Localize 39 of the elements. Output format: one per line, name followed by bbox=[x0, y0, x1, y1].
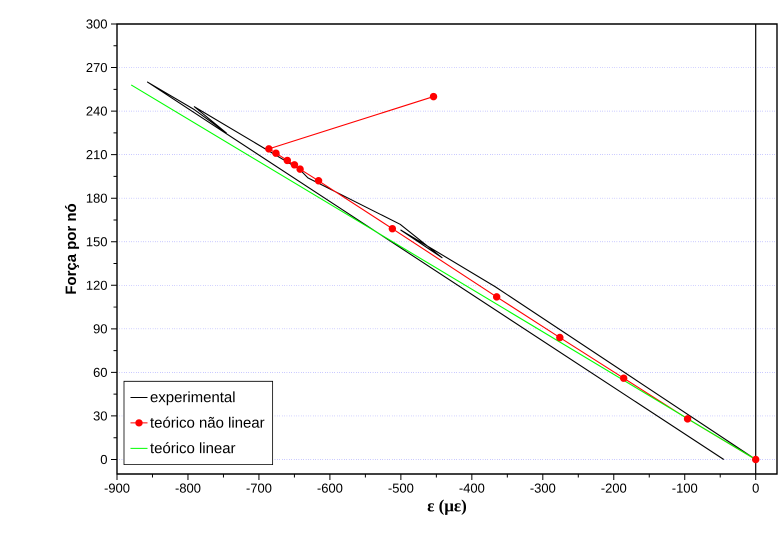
x-tick-label: -400 bbox=[459, 484, 484, 493]
x-tick-label: -900 bbox=[104, 484, 130, 493]
y-tick-label: 90 bbox=[94, 324, 107, 334]
point bbox=[265, 145, 273, 153]
x-tick-label: -100 bbox=[672, 484, 698, 493]
point bbox=[284, 156, 292, 164]
point bbox=[272, 149, 280, 157]
point bbox=[296, 165, 304, 173]
y-axis-title: Força por nó bbox=[64, 204, 80, 294]
point bbox=[752, 456, 760, 464]
point bbox=[556, 334, 564, 342]
point bbox=[430, 92, 438, 100]
point bbox=[684, 415, 692, 423]
point bbox=[290, 161, 298, 169]
y-tick-label: 0 bbox=[100, 454, 107, 464]
y-tick-label: 240 bbox=[86, 106, 107, 116]
legend-label: teórico não linear bbox=[150, 416, 264, 428]
point bbox=[620, 374, 628, 382]
x-tick-label: 0 bbox=[752, 484, 759, 493]
y-tick-label: 180 bbox=[86, 194, 107, 203]
y-tick-label: 30 bbox=[94, 411, 107, 421]
point bbox=[388, 224, 396, 232]
y-tick-label: 60 bbox=[94, 368, 107, 377]
x-tick-label: -200 bbox=[601, 484, 626, 493]
x-tick-label: -800 bbox=[176, 484, 200, 493]
x-tick-label: -700 bbox=[246, 484, 272, 493]
legend-label: teórico linear bbox=[150, 442, 236, 454]
x-tick-label: -500 bbox=[388, 484, 414, 493]
point bbox=[492, 293, 500, 301]
y-tick-label: 120 bbox=[86, 280, 107, 290]
x-tick-label: -600 bbox=[318, 484, 342, 493]
y-tick-label: 270 bbox=[86, 62, 107, 72]
legend-label: experimental bbox=[150, 391, 235, 406]
y-tick-label: 210 bbox=[86, 150, 107, 160]
x-tick-label: -300 bbox=[530, 484, 556, 493]
y-tick-label: 300 bbox=[86, 19, 107, 29]
x-axis-title: ε (με) bbox=[428, 500, 466, 515]
point bbox=[314, 177, 322, 185]
y-tick-label: 150 bbox=[86, 237, 107, 246]
